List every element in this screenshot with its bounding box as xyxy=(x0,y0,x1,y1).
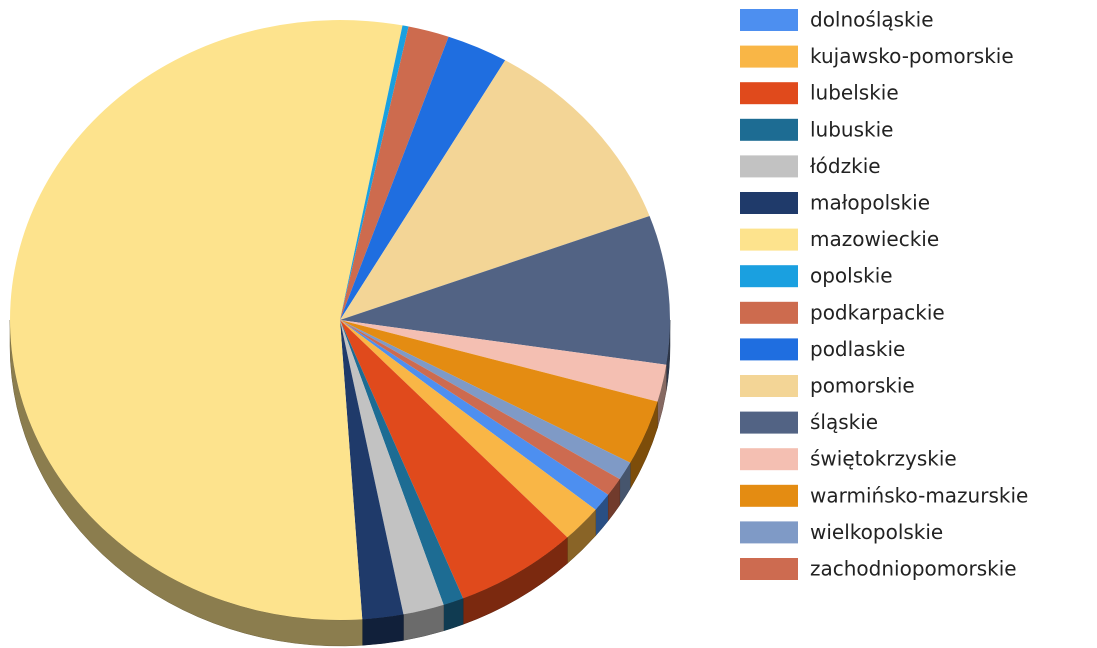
slice xyxy=(340,36,506,320)
legend-swatch xyxy=(740,301,798,324)
legend-label: warmińsko-mazurskie xyxy=(810,483,1028,507)
slice xyxy=(340,320,620,495)
legend-swatch xyxy=(740,228,798,251)
slice xyxy=(340,320,444,615)
legend-swatch xyxy=(740,155,798,178)
slice xyxy=(340,320,596,538)
slice xyxy=(340,320,609,510)
legend-label: łódzkie xyxy=(810,154,881,178)
slice xyxy=(340,60,650,320)
legend-swatch xyxy=(740,82,798,105)
legend-label: dolnośląskie xyxy=(810,8,934,32)
legend-label: zachodniopomorskie xyxy=(810,557,1017,581)
legend-label: lubuskie xyxy=(810,117,893,141)
legend-swatch xyxy=(740,521,798,544)
slice xyxy=(340,25,409,321)
legend-swatch xyxy=(740,375,798,397)
legend-swatch xyxy=(740,558,798,580)
legend-swatch xyxy=(740,411,798,434)
legend-label: małopolskie xyxy=(810,191,930,215)
slice xyxy=(340,215,670,365)
legend-swatch xyxy=(740,192,798,214)
slice xyxy=(340,320,667,402)
slice xyxy=(340,320,658,463)
legend-label: świętokrzyskie xyxy=(810,447,957,471)
legend-label: pomorskie xyxy=(810,374,915,398)
legend-swatch xyxy=(740,484,798,507)
slice xyxy=(10,19,403,620)
slice-side xyxy=(362,614,404,646)
legend-label: lubelskie xyxy=(810,81,899,105)
legend-label: mazowieckie xyxy=(810,227,939,251)
legend-swatch xyxy=(740,265,798,288)
legend-label: podkarpackie xyxy=(810,300,945,324)
legend-swatch xyxy=(740,118,798,141)
legend-label: opolskie xyxy=(810,264,893,288)
legend-swatch xyxy=(740,448,798,471)
slice xyxy=(340,320,464,605)
legend-label: wielkopolskie xyxy=(810,520,943,544)
slice xyxy=(340,320,404,620)
legend-swatch xyxy=(740,9,798,31)
legend-label: śląskie xyxy=(810,410,878,434)
legend-swatch xyxy=(740,45,798,68)
slice xyxy=(340,26,449,320)
legend-label: kujawsko-pomorskie xyxy=(810,44,1014,68)
legend-label: podlaskie xyxy=(810,337,905,361)
slice xyxy=(340,320,631,480)
legend-swatch xyxy=(740,338,798,361)
slice xyxy=(340,320,568,599)
